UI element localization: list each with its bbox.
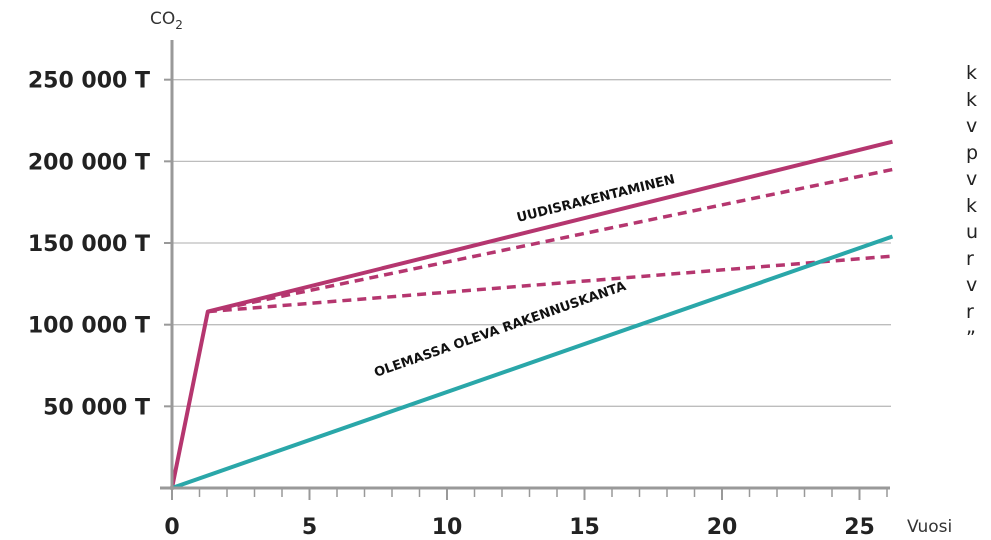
y-tick-label: 150 000 T [28,232,150,257]
series-line-2 [207,254,893,314]
tick-marks [164,78,888,500]
series-lines [170,139,894,490]
series-line-1 [207,167,893,314]
x-tick-label: 5 [302,515,317,540]
x-tick-label: 10 [432,515,463,540]
side-text-line: v [966,168,978,190]
side-text-line: r [966,247,974,270]
side-text-line: ” [966,327,976,349]
y-tick-label: 250 000 T [28,69,150,94]
side-text-line: v [966,115,978,137]
side-text-line: k [966,62,978,84]
x-tick-label: 20 [707,515,738,540]
side-text-line: v [966,274,978,296]
side-text-line: u [966,221,979,243]
x-tick-label: 0 [164,515,179,540]
side-text-column: k k v p v k u r v r ” [966,60,991,352]
side-text-line: k [966,194,978,217]
x-tick-label: 25 [844,515,875,540]
y-axis-unit: CO2 [150,9,183,32]
tick-labels: 50 000 T 100 000 T 150 000 T 200 000 T 250 0… [28,69,875,540]
x-axis-unit: Vuosi [907,517,952,537]
side-text-line: p [966,141,979,164]
series-line-3 [171,234,894,490]
y-tick-label: 100 000 T [28,314,150,339]
side-text-line: k [966,88,978,111]
y-tick-label: 50 000 T [43,395,150,420]
y-tick-label: 200 000 T [28,150,150,175]
x-tick-label: 15 [569,515,600,540]
side-text-line: r [966,300,974,323]
